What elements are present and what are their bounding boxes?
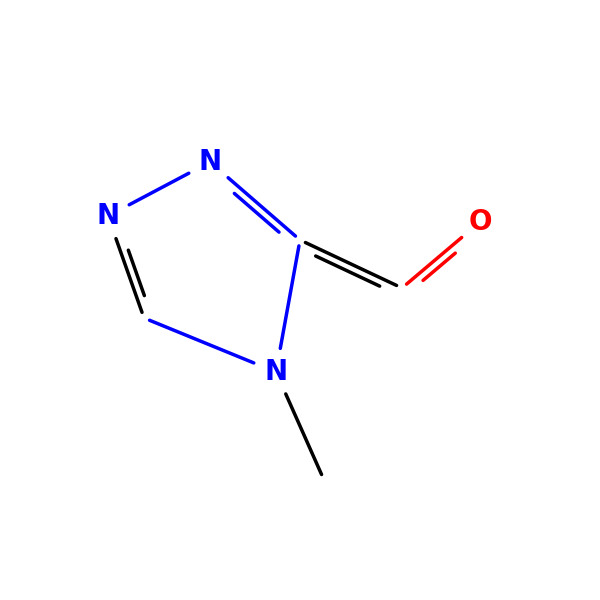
- Text: O: O: [468, 208, 492, 236]
- Text: N: N: [199, 148, 221, 176]
- Text: N: N: [97, 202, 119, 230]
- Text: N: N: [265, 358, 287, 386]
